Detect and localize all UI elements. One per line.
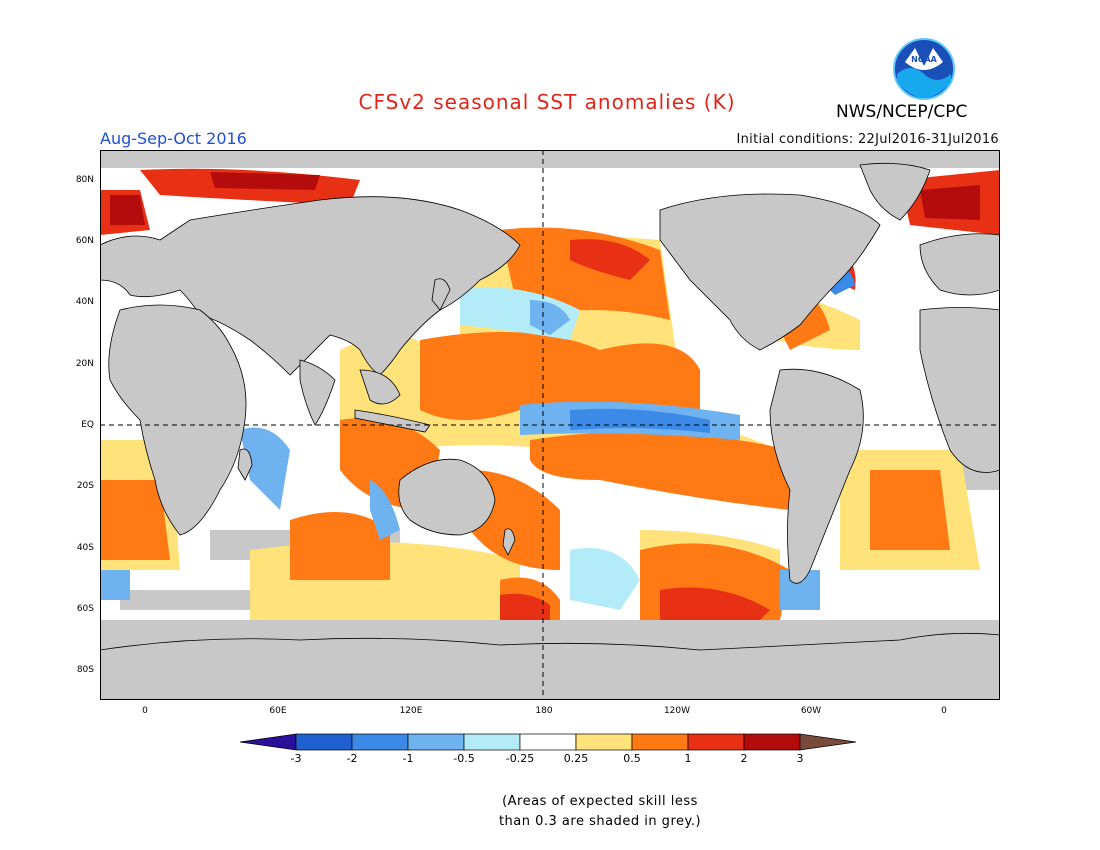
- map-title: CFSv2 seasonal SST anomalies (K): [358, 90, 736, 114]
- colorbar-cell-4: [463, 733, 521, 751]
- africa-right-land: [919, 307, 1000, 473]
- colorbar-label-p3: 3: [796, 752, 804, 765]
- australia-land: [398, 458, 496, 536]
- noaa-logo: NOAA: [893, 38, 955, 100]
- lon-label-120e: 120E: [399, 706, 423, 716]
- sst-anomaly-map: [100, 150, 1000, 700]
- colorbar-label-m05: -0.5: [453, 752, 475, 765]
- lat-label-40s: 40S: [76, 543, 94, 553]
- noaa-logo-text: NOAA: [911, 55, 937, 64]
- lon-label-0-left: 0: [142, 706, 148, 716]
- colorbar-cell-2: [351, 733, 409, 751]
- colorbar-label-p1: 1: [684, 752, 692, 765]
- colorbar-label-m3: -3: [290, 752, 302, 765]
- south-america-land: [769, 368, 864, 584]
- colorbar-cell-0: [239, 733, 297, 751]
- colorbar-label-p05: 0.5: [623, 752, 641, 765]
- colorbar-cell-5: [519, 733, 577, 751]
- colorbar-label-m2: -2: [346, 752, 358, 765]
- agency-label: NWS/NCEP/CPC: [836, 102, 968, 122]
- southeast-asia-land: [359, 369, 401, 405]
- colorbar-cell-7: [631, 733, 689, 751]
- lat-label-60s: 60S: [76, 604, 94, 614]
- europe-right-land: [919, 233, 1000, 296]
- lat-label-eq: EQ: [81, 420, 94, 430]
- lat-label-80n: 80N: [75, 175, 94, 185]
- greenland-land: [859, 162, 931, 221]
- indonesia-land: [354, 409, 431, 433]
- colorbar-cell-3: [407, 733, 465, 751]
- skill-footnote: (Areas of expected skill less than 0.3 a…: [440, 792, 760, 832]
- lat-label-60n: 60N: [75, 236, 94, 246]
- initial-conditions-label: Initial conditions: 22Jul2016-31Jul2016: [736, 132, 999, 147]
- skill-footnote-line2: than 0.3 are shaded in grey.): [498, 814, 702, 829]
- lon-label-60w: 60W: [800, 706, 822, 716]
- season-label: Aug-Sep-Oct 2016: [100, 129, 247, 148]
- skill-footnote-line1: (Areas of expected skill less: [502, 794, 698, 809]
- colorbar-cell-1: [295, 733, 353, 751]
- colorbar-cell-10: [799, 733, 857, 751]
- africa-land: [108, 304, 247, 536]
- lat-label-20s: 20S: [76, 481, 94, 491]
- colorbar-label-p2: 2: [740, 752, 748, 765]
- japan-land: [431, 278, 451, 311]
- colorbar-cell-9: [743, 733, 801, 751]
- north-america-land: [659, 193, 881, 351]
- colorbar: [239, 733, 857, 751]
- land-masses: [100, 162, 1000, 700]
- india-land: [299, 359, 336, 426]
- lon-label-0-right: 0: [941, 706, 947, 716]
- colorbar-cell-8: [687, 733, 745, 751]
- colorbar-label-m025: -0.25: [505, 752, 535, 765]
- madagascar-land: [237, 448, 253, 481]
- antarctica-land: [100, 632, 1000, 700]
- lat-label-80s: 80S: [76, 665, 94, 675]
- lat-label-20n: 20N: [75, 359, 94, 369]
- lon-label-180: 180: [535, 706, 553, 716]
- colorbar-label-p025: 0.25: [563, 752, 589, 765]
- lon-label-120w: 120W: [663, 706, 691, 716]
- colorbar-cell-6: [575, 733, 633, 751]
- lat-label-40n: 40N: [75, 297, 94, 307]
- lon-label-60e: 60E: [269, 706, 287, 716]
- new-zealand-land: [502, 528, 516, 556]
- colorbar-label-m1: -1: [402, 752, 414, 765]
